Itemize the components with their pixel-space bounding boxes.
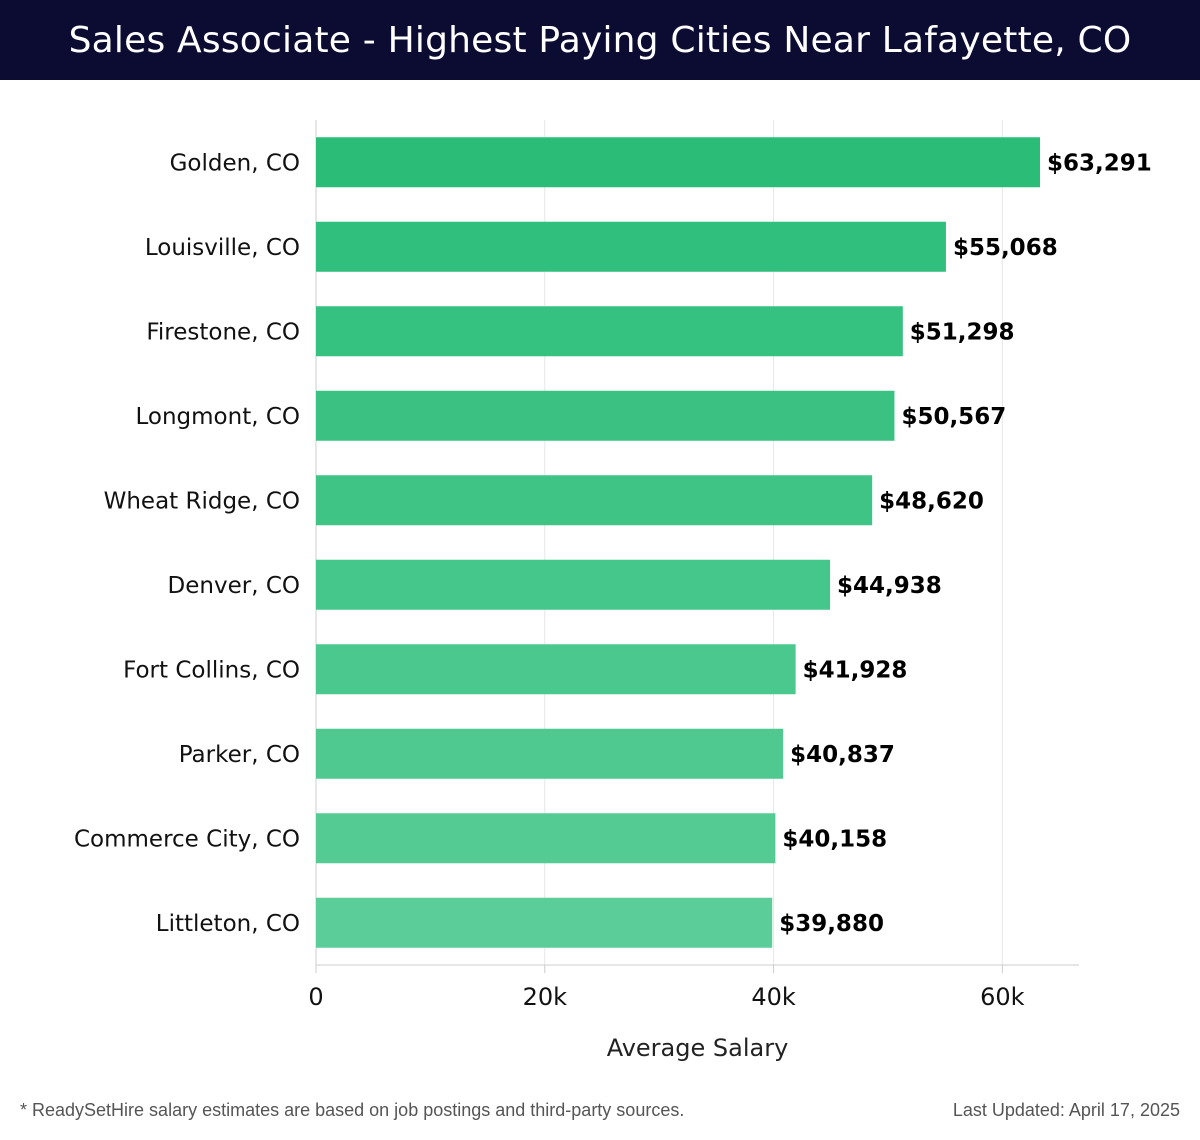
bar-value-label: $44,938 — [837, 573, 942, 599]
category-label: Parker, CO — [179, 742, 300, 768]
x-tick-label: 60k — [980, 983, 1025, 1011]
bar-value-label: $39,880 — [779, 911, 884, 937]
category-label: Littleton, CO — [156, 911, 300, 937]
bar-value-label: $40,158 — [782, 826, 887, 852]
bar-value-label: $48,620 — [879, 488, 984, 514]
category-label: Fort Collins, CO — [123, 657, 300, 683]
bar — [316, 897, 773, 948]
bar — [316, 813, 776, 864]
bar — [316, 559, 831, 610]
bar — [316, 306, 903, 357]
bar — [316, 644, 796, 695]
category-label: Longmont, CO — [135, 404, 300, 430]
bar — [316, 390, 895, 441]
chart-title-bar: Sales Associate - Highest Paying Cities … — [0, 0, 1200, 80]
bar-value-label: $55,068 — [953, 235, 1058, 261]
last-updated: Last Updated: April 17, 2025 — [952, 1100, 1180, 1120]
bar-chart: 0 20k 40k 60k Average Salary Golden, CO $63,29… — [74, 120, 1152, 1062]
category-label: Wheat Ridge, CO — [104, 488, 300, 514]
footer-note: * ReadySetHire salary estimates are base… — [20, 1100, 685, 1120]
x-tick-label: 0 — [308, 983, 323, 1011]
bar — [316, 475, 873, 526]
category-label: Golden, CO — [170, 150, 300, 176]
category-label: Louisville, CO — [145, 235, 300, 261]
category-label: Denver, CO — [168, 573, 300, 599]
chart-title: Sales Associate - Highest Paying Cities … — [68, 19, 1132, 61]
x-tick-label: 40k — [751, 983, 796, 1011]
category-label: Commerce City, CO — [74, 826, 300, 852]
bar-value-label: $63,291 — [1047, 150, 1152, 176]
bar — [316, 137, 1041, 188]
bar-value-label: $40,837 — [790, 742, 895, 768]
x-tick-label: 20k — [523, 983, 568, 1011]
bar — [316, 221, 946, 272]
category-label: Firestone, CO — [146, 319, 300, 345]
bar — [316, 728, 784, 779]
x-axis-title: Average Salary — [607, 1034, 789, 1062]
bar-value-label: $50,567 — [901, 404, 1006, 430]
bar-value-label: $41,928 — [803, 657, 908, 683]
bar-value-label: $51,298 — [910, 319, 1015, 345]
